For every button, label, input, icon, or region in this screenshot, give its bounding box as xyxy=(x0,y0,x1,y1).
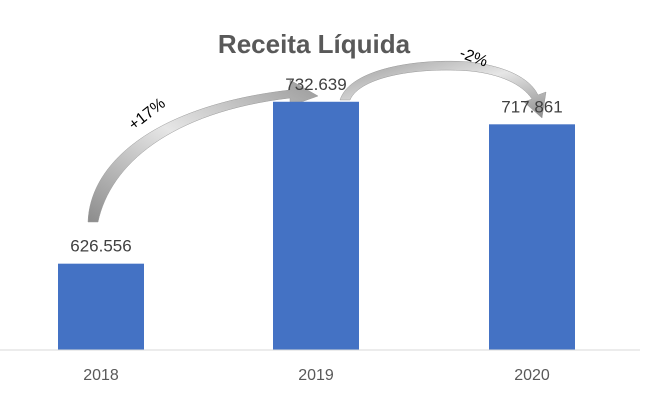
data-label-2020: 717.861 xyxy=(501,97,562,116)
growth-arrow-2018-2019 xyxy=(87,79,319,223)
tick-label-2020: 2020 xyxy=(514,367,550,384)
bar-2020 xyxy=(489,124,575,351)
chart-title: Receita Líquida xyxy=(218,29,411,59)
tick-label-2018: 2018 xyxy=(83,367,119,384)
growth-arrow-2019-2020 xyxy=(339,60,547,119)
data-label-2019: 732.639 xyxy=(285,75,346,94)
bar-2018 xyxy=(58,263,144,350)
x-axis-ticks: 2018 2019 2020 xyxy=(83,367,550,384)
growth-arrows xyxy=(87,60,547,223)
bar-2019 xyxy=(273,101,359,350)
tick-label-2019: 2019 xyxy=(298,367,334,384)
bar-series: 626.556 732.639 717.861 xyxy=(58,75,575,351)
data-label-2018: 626.556 xyxy=(70,237,131,256)
